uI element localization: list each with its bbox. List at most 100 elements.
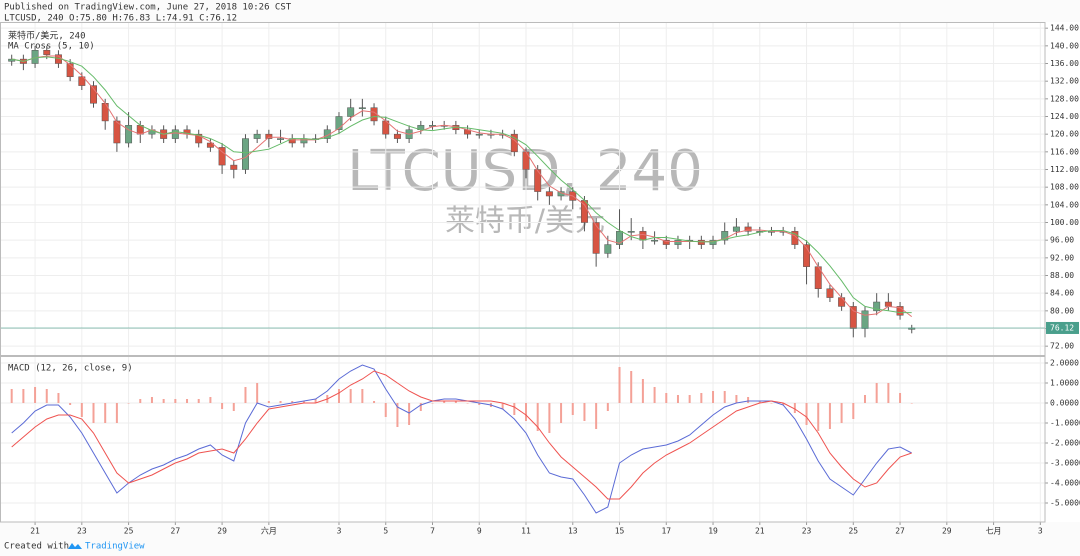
x-tick-label: 13 xyxy=(568,527,578,536)
x-tick-label: 七月 xyxy=(986,527,1002,536)
histogram-bar xyxy=(115,403,118,423)
histogram-bar xyxy=(373,401,376,403)
histogram-bar xyxy=(232,403,235,411)
histogram-bar xyxy=(443,401,446,403)
candle-body xyxy=(803,244,811,267)
candle-body xyxy=(826,288,834,298)
candle-body xyxy=(744,226,752,232)
histogram-bar xyxy=(291,401,294,403)
histogram-bar xyxy=(852,403,855,419)
candle-body xyxy=(849,306,857,329)
price-panel-border xyxy=(0,22,1046,356)
x-tick-label: 3 xyxy=(1038,527,1043,536)
ma-line xyxy=(11,56,912,314)
brand: TradingView xyxy=(85,542,145,552)
y-tick-label: 0.0000 xyxy=(1050,399,1079,408)
histogram-bar xyxy=(384,403,387,417)
candle-body xyxy=(545,191,553,197)
x-tick-label: 3 xyxy=(337,527,342,536)
candle-body xyxy=(277,138,285,140)
x-tick-label: 15 xyxy=(615,527,625,536)
macd-line xyxy=(11,364,912,514)
y-tick-label: -3.0000 xyxy=(1050,459,1080,468)
candle-body xyxy=(662,239,670,245)
histogram-bar xyxy=(606,403,609,411)
histogram-bar xyxy=(712,391,715,403)
created-with: Created with xyxy=(4,542,69,552)
histogram-bar xyxy=(174,399,177,403)
histogram-bar xyxy=(466,403,469,404)
histogram-bar xyxy=(419,403,422,411)
histogram-bar xyxy=(256,383,259,403)
y-tick-label: 116.00 xyxy=(1050,147,1079,156)
y-tick-label: 84.00 xyxy=(1050,289,1074,298)
candle-body xyxy=(604,244,612,254)
histogram-bar xyxy=(875,383,878,403)
tradingview-logo xyxy=(68,543,82,549)
candle-body xyxy=(230,164,238,170)
histogram-bar xyxy=(595,403,598,429)
histogram-bar xyxy=(221,403,224,409)
macd-line xyxy=(11,370,912,500)
histogram-bar xyxy=(69,403,72,405)
candle-body xyxy=(873,301,881,312)
candle-body xyxy=(651,239,659,242)
histogram-bar xyxy=(10,389,13,403)
y-tick-label: 112.00 xyxy=(1050,165,1079,174)
histogram-bar xyxy=(863,395,866,403)
x-tick-label: 19 xyxy=(708,527,718,536)
histogram-bar xyxy=(583,403,586,421)
histogram-bar xyxy=(92,403,95,423)
x-tick-label: 21 xyxy=(755,527,765,536)
histogram-bar xyxy=(513,403,516,415)
histogram-bar xyxy=(899,393,902,403)
histogram-bar xyxy=(349,389,352,403)
macd-title: MACD (12, 26, close, 9) xyxy=(8,364,133,374)
histogram-bar xyxy=(209,397,212,403)
candle-body xyxy=(861,310,869,329)
y-tick-label: 124.00 xyxy=(1050,112,1079,121)
histogram-bar xyxy=(197,399,200,403)
histogram-bar xyxy=(676,395,679,403)
y-tick-label: 144.00 xyxy=(1050,24,1079,33)
candle-body xyxy=(218,147,226,166)
histogram-bar xyxy=(700,393,703,403)
histogram-bar xyxy=(104,403,107,423)
y-tick-label: 132.00 xyxy=(1050,77,1079,86)
candle-body xyxy=(627,231,635,233)
candle-body xyxy=(475,133,483,136)
plot-layer: 72.0076.0080.0084.0088.0092.0096.00100.0… xyxy=(0,22,1080,536)
candle-body xyxy=(580,200,588,223)
y-tick-label: 96.00 xyxy=(1050,236,1074,245)
histogram-bar xyxy=(396,403,399,427)
histogram-bar xyxy=(653,387,656,403)
candle-body xyxy=(195,133,203,144)
y-tick-label: -1.0000 xyxy=(1050,419,1080,428)
indicator-label: MA Cross (5, 10) xyxy=(8,42,95,52)
candle-body xyxy=(242,138,249,170)
watermark-name: 莱特币/美元 xyxy=(445,204,605,239)
histogram-bar xyxy=(150,397,153,403)
candle-body xyxy=(31,50,39,64)
histogram-bar xyxy=(525,403,528,421)
histogram-bar xyxy=(630,371,633,403)
x-tick-label: 11 xyxy=(521,527,531,536)
histogram-bar xyxy=(139,399,142,403)
candle-body xyxy=(66,63,74,78)
candle-body xyxy=(674,239,682,245)
histogram-bar xyxy=(361,389,364,403)
candle-body xyxy=(534,169,542,192)
y-tick-label: 100.00 xyxy=(1050,218,1079,227)
candle-body xyxy=(323,129,331,139)
histogram-bar xyxy=(793,403,796,413)
candle-body xyxy=(732,226,740,232)
histogram-bar xyxy=(337,389,340,403)
histogram-bar xyxy=(478,403,481,405)
histogram-bar xyxy=(80,403,83,417)
y-tick-label: -4.0000 xyxy=(1050,479,1080,488)
y-tick-label: 140.00 xyxy=(1050,41,1079,50)
histogram-bar xyxy=(688,395,691,403)
histogram-bar xyxy=(665,393,668,403)
x-tick-label: 29 xyxy=(217,527,227,536)
